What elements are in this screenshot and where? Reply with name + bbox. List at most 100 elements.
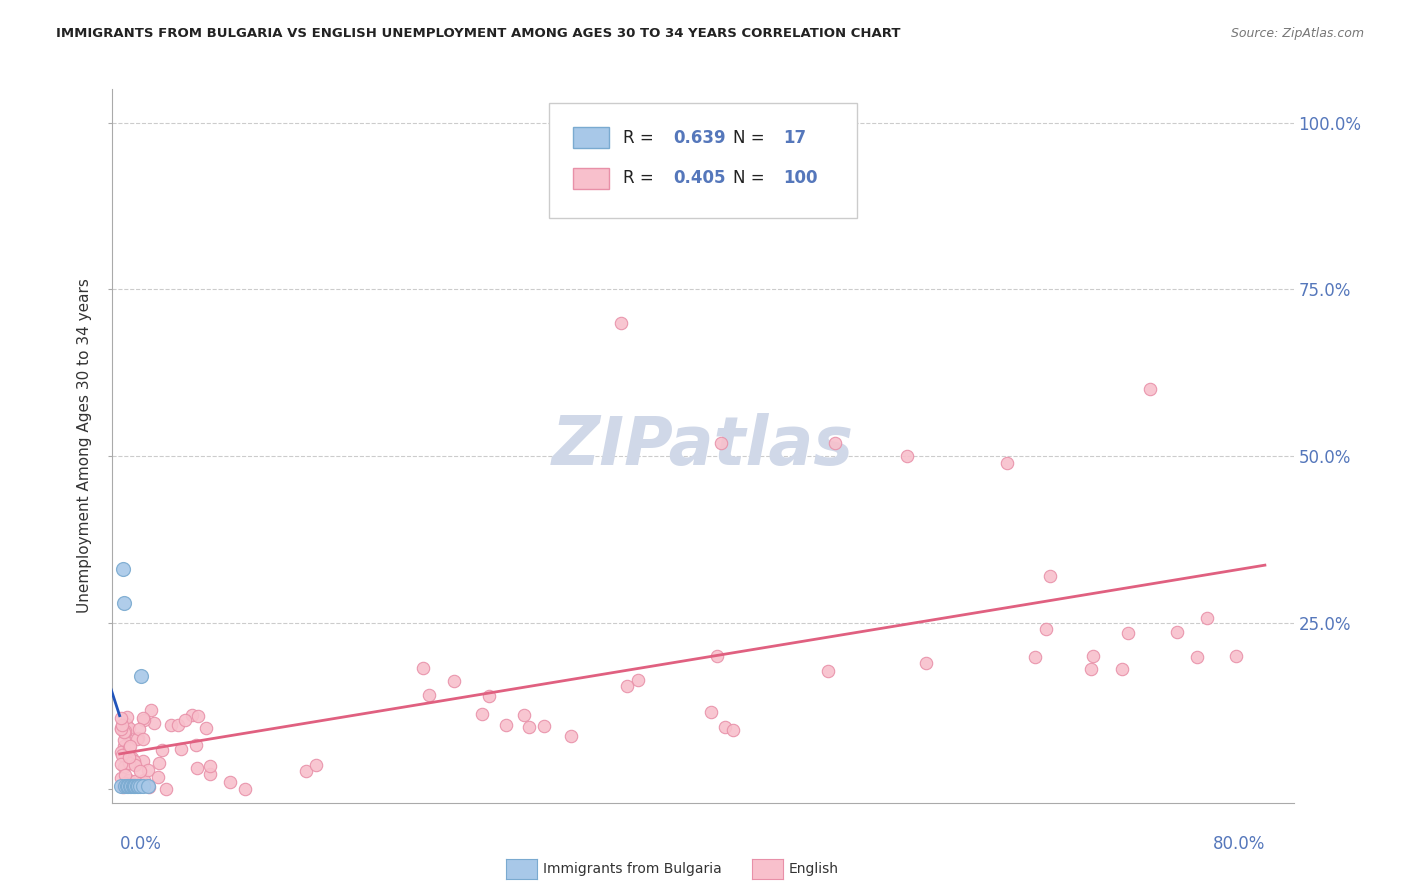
Bar xyxy=(574,127,609,148)
Point xyxy=(443,673,465,688)
Point xyxy=(125,779,148,793)
Point xyxy=(155,782,177,797)
Point xyxy=(187,708,209,723)
Point xyxy=(129,669,152,683)
Text: 0.405: 0.405 xyxy=(673,169,725,187)
Point xyxy=(112,739,135,753)
Text: English: English xyxy=(789,862,839,876)
Point xyxy=(121,779,143,793)
Point xyxy=(114,725,136,739)
Point xyxy=(127,779,149,793)
Point xyxy=(142,716,165,731)
Point xyxy=(146,770,169,784)
Text: 17: 17 xyxy=(783,128,807,146)
Text: N =: N = xyxy=(733,169,769,187)
Point xyxy=(132,776,155,790)
Point xyxy=(132,714,155,728)
Point xyxy=(141,704,163,718)
Point xyxy=(118,740,141,755)
Point xyxy=(118,749,141,764)
Point xyxy=(136,779,159,793)
Point xyxy=(110,779,132,793)
Point xyxy=(1185,649,1208,664)
Point xyxy=(122,754,145,768)
Point xyxy=(128,779,150,793)
Point xyxy=(198,759,221,773)
Text: 0.0%: 0.0% xyxy=(120,835,162,853)
Point xyxy=(120,777,142,791)
Point xyxy=(186,761,208,775)
Text: N =: N = xyxy=(733,128,769,146)
Point xyxy=(626,673,648,687)
Text: 0.639: 0.639 xyxy=(673,128,725,146)
Text: R =: R = xyxy=(623,169,658,187)
Point xyxy=(121,751,143,765)
Point xyxy=(112,732,135,747)
Point xyxy=(166,718,188,732)
Point xyxy=(1039,569,1062,583)
Point xyxy=(148,756,170,771)
Point xyxy=(114,767,136,781)
Point xyxy=(118,779,141,793)
Point xyxy=(132,772,155,787)
Point xyxy=(117,756,139,770)
Point xyxy=(1195,611,1218,625)
Point xyxy=(160,718,183,732)
Point xyxy=(138,780,160,795)
Point xyxy=(1080,662,1102,676)
Point xyxy=(132,754,155,768)
Point xyxy=(114,724,136,739)
FancyBboxPatch shape xyxy=(550,103,856,218)
Point xyxy=(111,780,134,794)
Point xyxy=(170,741,193,756)
Point xyxy=(111,718,134,732)
Point xyxy=(118,721,141,735)
Point xyxy=(723,723,745,737)
Point xyxy=(174,713,197,727)
Point xyxy=(233,782,256,797)
Point xyxy=(132,711,155,725)
Point xyxy=(115,779,138,793)
Point xyxy=(110,711,132,725)
Point xyxy=(186,738,208,752)
Point xyxy=(1225,649,1247,664)
Point xyxy=(495,717,517,731)
Point xyxy=(127,731,149,746)
Point xyxy=(124,773,146,788)
Point xyxy=(110,771,132,785)
Point xyxy=(616,679,638,693)
Y-axis label: Unemployment Among Ages 30 to 34 years: Unemployment Among Ages 30 to 34 years xyxy=(77,278,93,614)
Point xyxy=(609,316,631,330)
Point xyxy=(198,766,221,780)
Point xyxy=(131,779,153,793)
Point xyxy=(122,779,145,793)
Point xyxy=(1139,382,1161,396)
Text: 80.0%: 80.0% xyxy=(1212,835,1265,853)
Text: ZIPatlas: ZIPatlas xyxy=(553,413,853,479)
Bar xyxy=(574,168,609,189)
Point xyxy=(110,721,132,735)
Point xyxy=(120,779,142,793)
Point xyxy=(117,773,139,788)
Point xyxy=(824,435,846,450)
Point xyxy=(117,779,139,793)
Point xyxy=(128,776,150,790)
Point xyxy=(118,739,141,754)
Point xyxy=(295,764,318,779)
Point xyxy=(305,758,328,772)
Point xyxy=(218,775,240,789)
Point xyxy=(995,456,1018,470)
Point xyxy=(114,726,136,740)
Point xyxy=(195,721,218,735)
Point xyxy=(114,717,136,731)
Point xyxy=(112,760,135,774)
Point xyxy=(896,449,918,463)
Text: 100: 100 xyxy=(783,169,818,187)
Point xyxy=(517,720,540,734)
Point xyxy=(700,705,723,719)
Point xyxy=(412,660,434,674)
Point xyxy=(132,731,155,746)
Point xyxy=(181,708,204,723)
Point xyxy=(1035,623,1057,637)
Point xyxy=(111,748,134,763)
